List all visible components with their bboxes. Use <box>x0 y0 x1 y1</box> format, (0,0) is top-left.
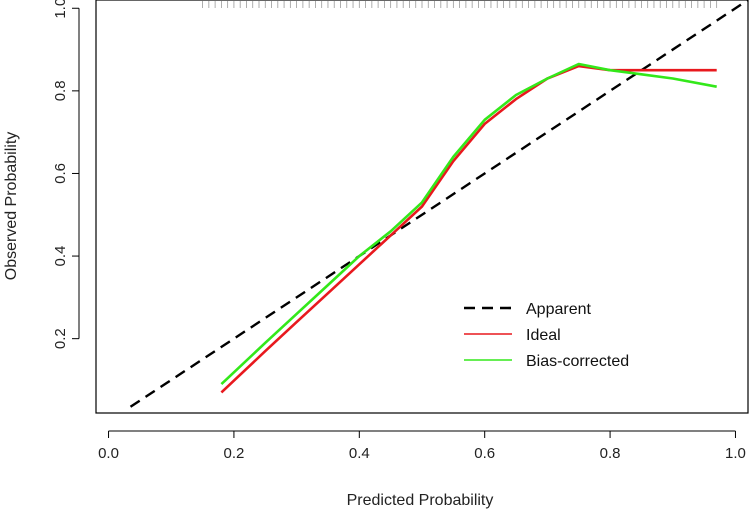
legend-label-apparent: Apparent <box>526 301 591 318</box>
y-tick-label: 0.2 <box>52 328 69 349</box>
x-tick-label: 0.8 <box>600 445 621 462</box>
x-tick-label: 0.0 <box>98 445 119 462</box>
legend: Apparent Ideal Bias-corrected <box>464 301 629 370</box>
series-lines <box>129 0 749 408</box>
x-tick-label: 0.2 <box>223 445 244 462</box>
y-tick-label: 0.6 <box>52 163 69 184</box>
series-line-bias-corrected <box>220 62 717 386</box>
x-tick-label: 0.4 <box>349 445 370 462</box>
y-tick-label: 0.8 <box>52 80 69 101</box>
y-tick-label: 1.0 <box>52 0 69 19</box>
x-tick-label: 1.0 <box>725 445 746 462</box>
plot-frame <box>95 0 749 414</box>
x-axis-title: Predicted Probability <box>347 492 494 509</box>
rug-marks <box>202 1 718 8</box>
legend-label-bias-corrected: Bias-corrected <box>526 353 629 370</box>
series-line-apparent <box>129 0 749 408</box>
x-tick-label: 0.6 <box>474 445 495 462</box>
legend-label-ideal: Ideal <box>526 327 561 344</box>
y-axis-title: Observed Probability <box>3 132 20 281</box>
y-tick-label: 0.4 <box>52 246 69 267</box>
axes: 0.0 0.2 0.4 0.6 0.8 1.0 0.2 0.4 0.6 0.8 1.0 <box>52 0 746 462</box>
series-line-ideal <box>220 64 717 394</box>
